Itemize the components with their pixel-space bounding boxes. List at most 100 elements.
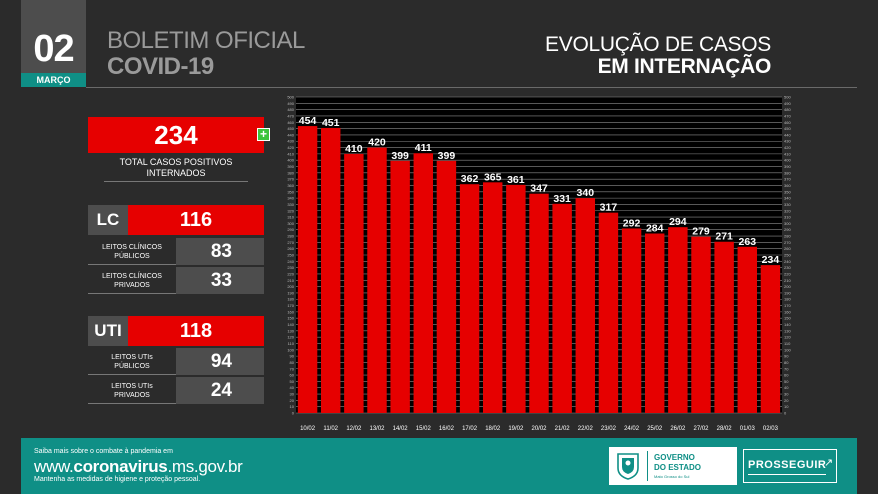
total-positive-label: TOTAL CASOS POSITIVOS INTERNADOS <box>104 157 248 179</box>
bar-value-label: 271 <box>715 231 733 243</box>
y-tick-label-left: 220 <box>287 271 294 276</box>
y-tick-label-left: 260 <box>287 246 294 251</box>
bar-value-label: 347 <box>530 183 548 195</box>
bar-value-label: 399 <box>438 150 456 162</box>
lc-value: 116 <box>128 205 264 235</box>
y-tick-label-right: 370 <box>784 177 791 182</box>
bar-value-label: 234 <box>762 254 780 266</box>
government-logo-line2: DO ESTADO <box>654 463 701 472</box>
bar-value-label: 279 <box>692 226 710 238</box>
bar <box>390 160 410 413</box>
bar-value-label: 263 <box>739 236 757 248</box>
plus-icon: + <box>257 128 270 141</box>
lc-private-value: 33 <box>176 267 264 294</box>
y-tick-label-right: 450 <box>784 126 791 131</box>
y-tick-label-left: 80 <box>290 360 295 365</box>
state-seal-icon <box>617 453 639 480</box>
y-tick-label-left: 450 <box>287 126 294 131</box>
y-tick-label-right: 480 <box>784 107 791 112</box>
y-tick-label-left: 480 <box>287 107 294 112</box>
y-tick-label-left: 500 <box>287 95 294 100</box>
x-tick-label: 19/02 <box>508 426 524 432</box>
y-tick-label-right: 50 <box>784 379 789 384</box>
y-tick-label-right: 490 <box>784 101 791 106</box>
y-tick-label-right: 230 <box>784 265 791 270</box>
total-divider <box>104 181 248 182</box>
uti-value: 118 <box>128 316 264 346</box>
lc-public-label-line2: PÚBLICOS <box>114 253 150 260</box>
x-tick-label: 22/02 <box>578 426 594 432</box>
uti-public-label-line1: LEITOS UTIs <box>111 354 153 361</box>
x-tick-label: 27/02 <box>693 426 709 432</box>
y-tick-label-right: 120 <box>784 335 791 340</box>
x-tick-label: 28/02 <box>717 426 733 432</box>
chart-title-line1: EVOLUÇÃO DE CASOS <box>545 33 771 56</box>
y-tick-label-left: 50 <box>290 379 295 384</box>
y-tick-label-right: 250 <box>784 253 791 258</box>
x-tick-label: 26/02 <box>670 426 686 432</box>
uti-private-label-line1: LEITOS UTIs <box>111 383 153 390</box>
total-positive-value: 234 <box>88 117 264 153</box>
government-logo: GOVERNO DO ESTADO Mato Grosso do Sul <box>609 447 737 485</box>
y-tick-label-left: 270 <box>287 240 294 245</box>
footer-hygiene-text: Mantenha as medidas de higiene e proteçã… <box>34 476 201 483</box>
footer-url[interactable]: www.coronavirus.ms.gov.br <box>34 457 243 477</box>
prosseguir-text: PROSSEGUIR <box>748 459 827 471</box>
y-tick-label-right: 10 <box>784 404 789 409</box>
y-tick-label-right: 20 <box>784 398 789 403</box>
y-tick-label-left: 290 <box>287 227 294 232</box>
x-tick-label: 24/02 <box>624 426 640 432</box>
bar <box>691 236 711 413</box>
y-tick-label-left: 300 <box>287 221 294 226</box>
y-tick-label-left: 160 <box>287 309 294 314</box>
y-tick-label-right: 160 <box>784 309 791 314</box>
y-tick-label-right: 0 <box>784 411 787 416</box>
y-tick-label-left: 20 <box>290 398 295 403</box>
y-tick-label-right: 330 <box>784 202 791 207</box>
y-tick-label-right: 320 <box>784 208 791 213</box>
y-tick-label-left: 140 <box>287 322 294 327</box>
bar <box>320 127 341 413</box>
header-divider <box>86 87 857 88</box>
footer-bar: Saiba mais sobre o combate à pandemia em… <box>21 438 857 494</box>
y-tick-label-left: 240 <box>287 259 294 264</box>
y-tick-label-left: 130 <box>287 328 294 333</box>
government-logo-state: Mato Grosso do Sul <box>654 474 690 479</box>
y-tick-label-right: 100 <box>784 347 791 352</box>
bar <box>621 228 642 413</box>
bar-value-label: 340 <box>577 187 595 199</box>
y-tick-label-right: 260 <box>784 246 791 251</box>
y-tick-label-right: 310 <box>784 215 791 220</box>
y-tick-label-left: 370 <box>287 177 294 182</box>
bar <box>297 126 318 414</box>
bar <box>575 198 596 413</box>
y-tick-label-right: 60 <box>784 373 789 378</box>
y-tick-label-left: 30 <box>290 392 295 397</box>
date-badge: 02 MARÇO <box>21 0 86 87</box>
lc-private-label-line2: PRIVADOS <box>114 282 150 289</box>
y-tick-label-right: 340 <box>784 196 791 201</box>
x-tick-label: 10/02 <box>300 426 316 432</box>
bar-value-label: 399 <box>391 150 409 162</box>
y-tick-label-left: 490 <box>287 101 294 106</box>
bar-value-label: 331 <box>553 193 571 205</box>
government-logo-line1: GOVERNO <box>654 453 695 462</box>
x-tick-label: 12/02 <box>346 426 362 432</box>
government-logo-text: GOVERNO DO ESTADO <box>654 453 701 473</box>
x-tick-label: 02/03 <box>763 426 779 432</box>
y-tick-label-right: 80 <box>784 360 789 365</box>
y-tick-label-left: 60 <box>290 373 295 378</box>
y-tick-label-left: 70 <box>290 366 295 371</box>
y-tick-label-left: 210 <box>287 278 294 283</box>
y-tick-label-right: 170 <box>784 303 791 308</box>
bar <box>552 203 572 413</box>
uti-private-value: 24 <box>176 377 264 404</box>
footer-url-suffix: .ms.gov.br <box>167 457 243 476</box>
x-tick-label: 13/02 <box>369 426 385 432</box>
date-month: MARÇO <box>21 73 86 87</box>
x-tick-label: 20/02 <box>531 426 547 432</box>
y-tick-label-left: 10 <box>290 404 295 409</box>
y-tick-label-left: 350 <box>287 189 294 194</box>
y-tick-label-right: 130 <box>784 328 791 333</box>
bar-value-label: 410 <box>345 143 363 155</box>
